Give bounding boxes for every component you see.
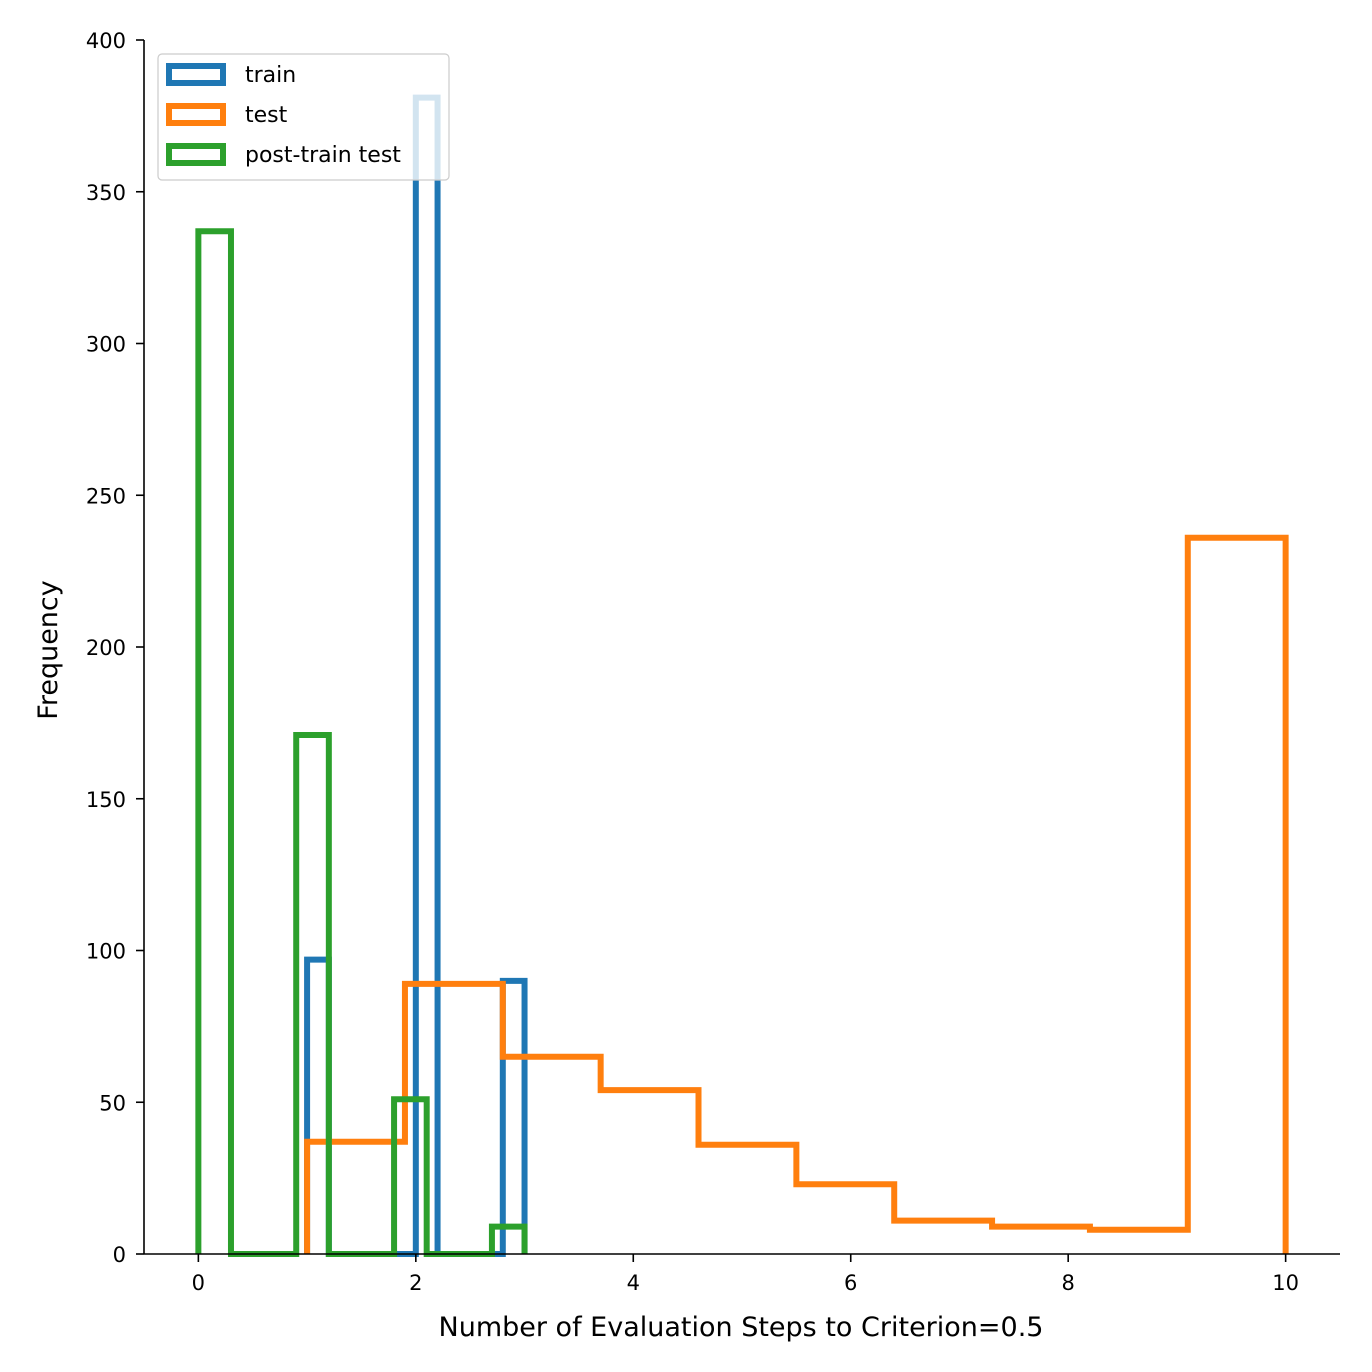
x-tick-label: 0 bbox=[192, 1271, 205, 1295]
y-tick-label: 200 bbox=[86, 636, 126, 660]
legend-frame bbox=[157, 53, 450, 181]
y-tick-label: 50 bbox=[99, 1091, 126, 1115]
x-tick-label: 2 bbox=[409, 1271, 422, 1295]
x-tick-label: 10 bbox=[1272, 1271, 1299, 1295]
histogram-bin-test bbox=[796, 1184, 894, 1254]
y-ticks: 0 50 100 150 200 250 300 350 400 bbox=[86, 29, 144, 1267]
y-tick-label: 350 bbox=[86, 181, 126, 205]
y-axis-label: Frequency bbox=[33, 580, 64, 720]
x-tick-label: 8 bbox=[1061, 1271, 1074, 1295]
histogram-bin-test bbox=[601, 1090, 699, 1254]
legend-swatch-train bbox=[166, 63, 226, 86]
y-tick-label: 300 bbox=[86, 333, 126, 357]
legend-label-test: test bbox=[245, 103, 288, 128]
histogram-bin-post-train-test bbox=[394, 1099, 427, 1254]
plot-series bbox=[195, 94, 1289, 1257]
x-tick-label: 4 bbox=[627, 1271, 640, 1295]
legend-swatch-post-train-test bbox=[166, 143, 226, 166]
histogram-bin-test bbox=[894, 1221, 992, 1254]
y-tick-label: 150 bbox=[86, 788, 126, 812]
histogram-bin-post-train-test bbox=[492, 1227, 525, 1254]
x-axis-label: Number of Evaluation Steps to Criterion=… bbox=[439, 1312, 1044, 1343]
histogram-outline-test bbox=[304, 534, 1289, 1254]
series-test bbox=[304, 534, 1289, 1254]
y-tick-label: 0 bbox=[113, 1243, 126, 1267]
histogram-bin-test bbox=[1090, 1230, 1188, 1254]
legend-label-train: train bbox=[245, 63, 296, 88]
x-ticks: 0 2 4 6 8 10 bbox=[192, 1254, 1299, 1295]
y-tick-label: 100 bbox=[86, 940, 126, 964]
histogram-bin-test bbox=[699, 1145, 797, 1254]
y-tick-label: 250 bbox=[86, 484, 126, 508]
y-tick-label: 400 bbox=[86, 29, 126, 53]
histogram-bin-post-train-test bbox=[296, 735, 329, 1254]
histogram-bin-test bbox=[1188, 538, 1286, 1254]
x-tick-label: 6 bbox=[844, 1271, 857, 1295]
legend-swatch-test bbox=[166, 103, 226, 126]
histogram-bin-test bbox=[992, 1227, 1090, 1254]
legend: train test post-train test bbox=[157, 53, 450, 181]
legend-label-post-train-test: post-train test bbox=[245, 143, 401, 168]
histogram-bin-post-train-test bbox=[198, 231, 231, 1254]
